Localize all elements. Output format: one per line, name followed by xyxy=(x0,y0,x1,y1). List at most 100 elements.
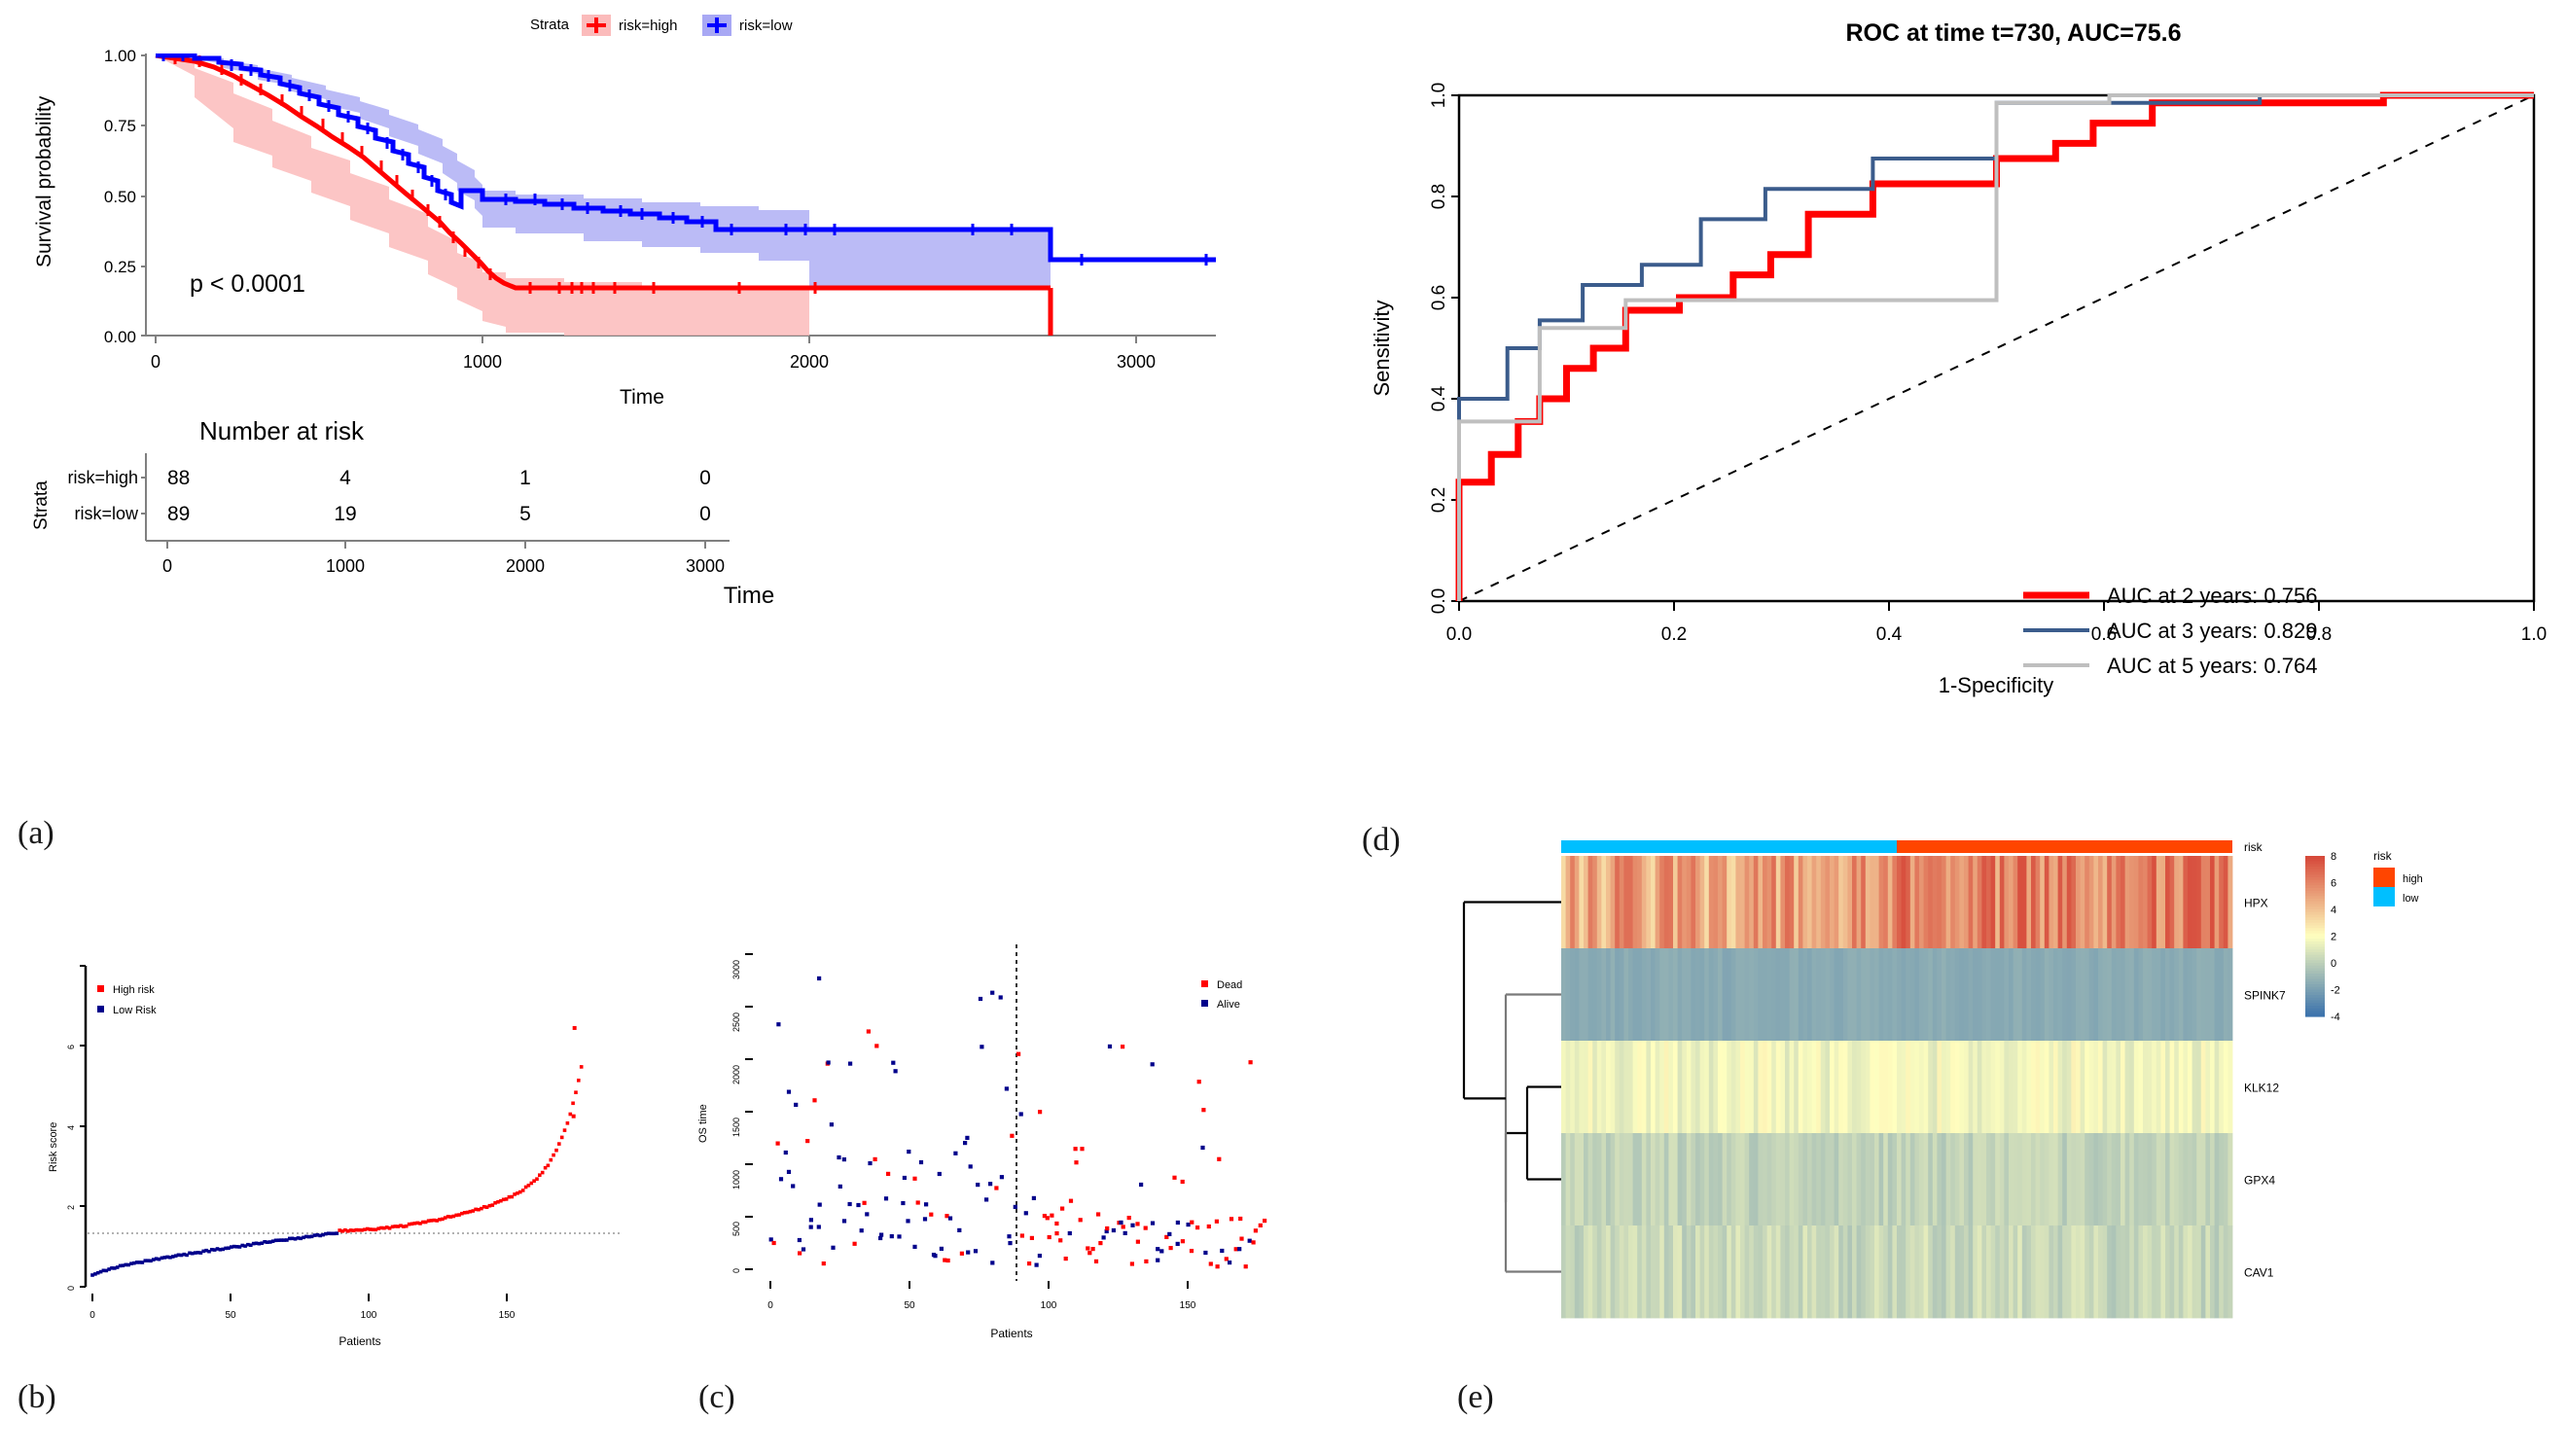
roc-ytick-00: 0.0 xyxy=(1429,588,1449,614)
km-legend-label-low: risk=low xyxy=(739,18,793,34)
km-legend: Strata risk=high risk=low xyxy=(530,15,793,36)
risk-xtick-2000: 2000 xyxy=(506,556,545,576)
roc-x-axis-label: 1-Specificity xyxy=(1939,673,2054,697)
km-x-axis-label: Time xyxy=(620,386,664,408)
panel-b-risk-score: 0 2 4 6 Risk score 0 50 100 150 Patients… xyxy=(39,880,661,1348)
roc-curves xyxy=(1455,91,2534,601)
km-y-axis-label: Survival probability xyxy=(33,95,55,267)
risk-high-t2000: 1 xyxy=(519,467,531,489)
roc-xtick-04: 0.4 xyxy=(1876,624,1903,645)
risk-xtick-0: 0 xyxy=(162,556,172,576)
risk-table: Strata risk=high risk=low 88 4 1 0 89 19… xyxy=(31,453,774,609)
c-ytick-3000: 3000 xyxy=(731,960,741,979)
heatmap-risk-legend: risk high low xyxy=(2373,849,2423,906)
km-legend-cross-low xyxy=(707,18,727,33)
b-x-axis-label: Patients xyxy=(339,1334,380,1348)
roc-xtick-10: 1.0 xyxy=(2521,624,2547,645)
c-legend-marker-alive xyxy=(1201,1000,1208,1007)
roc-legend-label-5y: AUC at 5 years: 0.764 xyxy=(2107,654,2317,678)
c-ytick-0: 0 xyxy=(731,1268,741,1273)
roc-y-axis-label: Sensitivity xyxy=(1370,300,1394,396)
panel-label-a: (a) xyxy=(18,815,54,851)
b-scatter-points xyxy=(90,1025,584,1277)
c-scatter-points xyxy=(768,976,1267,1269)
panel-a-svg: Strata risk=high risk=low 1.00 0.75 0.50… xyxy=(31,15,1216,609)
roc-y-ticks: 0.0 0.2 0.4 0.6 0.8 1.0 xyxy=(1429,83,1459,614)
b-legend: High risk Low Risk xyxy=(97,984,157,1016)
roc-plot-frame xyxy=(1457,93,2536,603)
risk-high-t1000: 4 xyxy=(339,467,351,489)
heatmap-colorbar-tick: -2 xyxy=(2331,985,2340,997)
b-xtick-150: 150 xyxy=(499,1310,516,1321)
risk-table-ylabel: Strata xyxy=(31,480,52,530)
b-legend-marker-low xyxy=(97,1006,104,1012)
km-ytick-100: 1.00 xyxy=(104,47,136,65)
roc-xtick-02: 0.2 xyxy=(1661,624,1687,645)
roc-x-ticks: 0.0 0.2 0.4 0.6 0.8 1.0 xyxy=(1446,601,2547,645)
c-xtick-0: 0 xyxy=(767,1300,773,1311)
roc-ytick-02: 0.2 xyxy=(1429,487,1449,513)
heatmap-row-label: SPINK7 xyxy=(2244,989,2286,1003)
heatmap-colorbar-tick: 0 xyxy=(2331,958,2336,970)
b-ytick-2: 2 xyxy=(66,1205,76,1210)
km-ytick-075: 0.75 xyxy=(104,117,136,135)
km-curve-low xyxy=(156,53,1216,266)
km-curve-high xyxy=(155,53,1053,336)
c-xtick-150: 150 xyxy=(1180,1300,1196,1311)
km-xtick-3000: 3000 xyxy=(1117,352,1156,372)
risk-low-t0: 89 xyxy=(167,503,190,525)
heatmap-row-label: CAV1 xyxy=(2244,1266,2274,1280)
panel-e-svg: HPX SPINK7 KLK12 GPX4 CAV1 risk 8 6 4 2 0 -2 -4 ris… xyxy=(1462,840,2423,1319)
roc-ytick-10: 1.0 xyxy=(1429,83,1449,108)
roc-legend: AUC at 2 years: 0.756 AUC at 3 years: 0.… xyxy=(2023,584,2317,678)
risk-table-xlabel: Time xyxy=(724,583,774,609)
b-ytick-0: 0 xyxy=(66,1286,76,1291)
b-legend-label-low: Low Risk xyxy=(113,1005,157,1016)
heatmap-row-label: KLK12 xyxy=(2244,1082,2279,1095)
heatmap-colorbar-tick: 6 xyxy=(2331,878,2336,890)
panel-d-svg: ROC at time t=730, AUC=75.6 0.0 0.2 0.4 … xyxy=(1370,19,2547,697)
roc-xtick-00: 0.0 xyxy=(1446,624,1472,645)
panel-c-survival-status: 0 500 1000 1500 2000 2500 3000 OS time 0… xyxy=(681,880,1303,1347)
risk-xtick-1000: 1000 xyxy=(326,556,365,576)
b-xtick-50: 50 xyxy=(225,1310,236,1321)
km-xtick-0: 0 xyxy=(151,352,160,372)
c-legend-label-alive: Alive xyxy=(1217,999,1240,1011)
b-y-axis-label: Risk score xyxy=(48,1122,59,1172)
roc-ytick-08: 0.8 xyxy=(1429,184,1449,209)
heatmap-row-label: GPX4 xyxy=(2244,1174,2275,1188)
heatmap-legend-label: high xyxy=(2403,873,2423,885)
heatmap-legend-label: low xyxy=(2403,893,2419,905)
km-ytick-050: 0.50 xyxy=(104,188,136,206)
risk-row-label-high: risk=high xyxy=(67,468,138,487)
c-xtick-100: 100 xyxy=(1041,1300,1057,1311)
panel-e-heatmap: HPX SPINK7 KLK12 GPX4 CAV1 risk 8 6 4 2 0 -2 -4 ris… xyxy=(1342,827,2566,1430)
c-ytick-500: 500 xyxy=(731,1222,741,1236)
c-x-ticks: 0 50 100 150 xyxy=(767,1281,1196,1311)
risk-xtick-3000: 3000 xyxy=(686,556,725,576)
heatmap-row-labels: HPX SPINK7 KLK12 GPX4 CAV1 risk xyxy=(2244,840,2286,1280)
roc-title: ROC at time t=730, AUC=75.6 xyxy=(1845,19,2181,47)
roc-legend-label-3y: AUC at 3 years: 0.829 xyxy=(2107,619,2317,643)
km-ytick-000: 0.00 xyxy=(104,328,136,346)
b-xtick-100: 100 xyxy=(361,1310,377,1321)
risk-low-t2000: 5 xyxy=(519,503,531,525)
c-legend-label-dead: Dead xyxy=(1217,979,1242,991)
risk-low-t1000: 19 xyxy=(334,503,356,525)
panel-label-b: (b) xyxy=(18,1379,56,1415)
c-legend: Dead Alive xyxy=(1201,979,1242,1011)
c-y-axis-label: OS time xyxy=(697,1104,709,1143)
b-x-ticks: 0 50 100 150 xyxy=(89,1294,516,1321)
c-ytick-1500: 1500 xyxy=(731,1118,741,1137)
heatmap-colorbar-tick: 4 xyxy=(2331,905,2336,916)
risk-high-t0: 88 xyxy=(167,467,190,489)
panel-label-e: (e) xyxy=(1457,1379,1494,1415)
km-x-ticks: 0 1000 2000 3000 xyxy=(151,336,1156,372)
heatmap-colorbar-tick: 8 xyxy=(2331,851,2336,863)
heatmap-cells xyxy=(1561,856,2233,1319)
km-band-high xyxy=(156,55,809,336)
heatmap-colorbar: 8 6 4 2 0 -2 -4 xyxy=(2305,851,2340,1023)
km-legend-cross-high xyxy=(587,18,606,33)
c-ytick-2500: 2500 xyxy=(731,1012,741,1032)
b-legend-marker-high xyxy=(97,985,104,992)
